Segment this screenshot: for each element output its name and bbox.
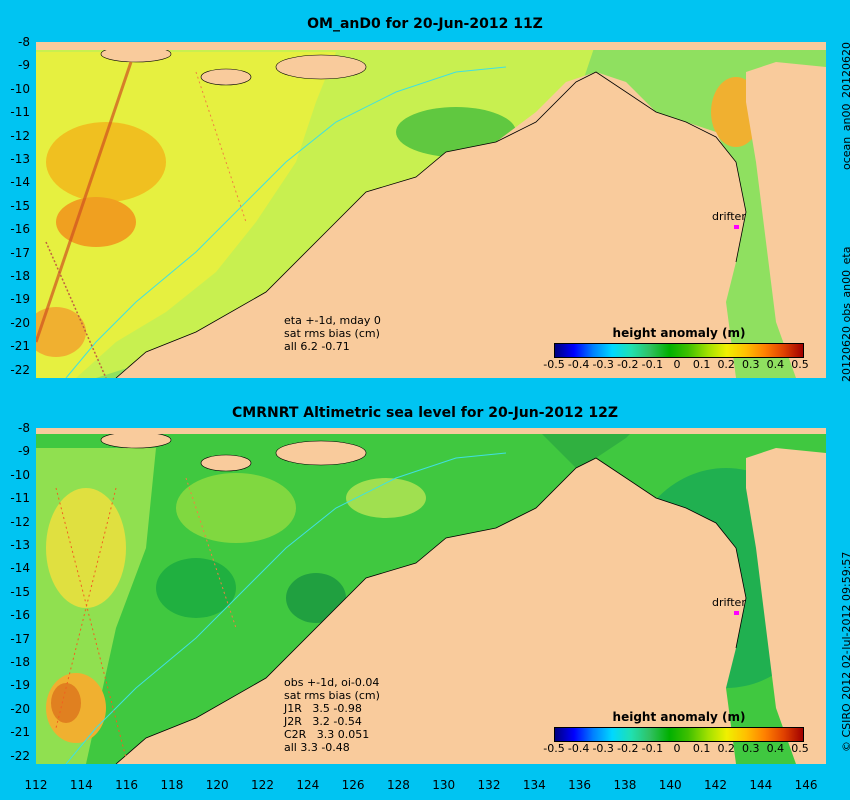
x-tick-label: 138: [613, 778, 637, 792]
colorbar-tick-label: -0.5: [543, 358, 565, 371]
y-tick-label: -19: [10, 292, 30, 307]
colorbar-tick-label: 0.3: [742, 742, 760, 755]
x-tick-label: 112: [24, 778, 48, 792]
colorbar-tick-label: -0.1: [641, 742, 664, 755]
y-tick-label: -11: [10, 491, 30, 506]
y-tick-label: -8: [18, 421, 30, 435]
panel1-title: OM_anD0 for 20-Jun-2012 11Z: [307, 16, 543, 32]
x-tick-label: 114: [69, 778, 93, 792]
y-tick-label: -19: [10, 678, 30, 693]
x-tick-label: 146: [794, 778, 818, 792]
panel1-side-label: 20120620 obs_an00_eta: [840, 246, 850, 382]
panel2-side-label: © CSIRO 2012 02-Jul-2012 09:59:57: [840, 551, 850, 752]
colorbar-tick-label: -0.3: [592, 742, 614, 755]
y-tick-label: -22: [10, 362, 30, 377]
y-tick-label: -14: [10, 561, 30, 576]
x-tick-label: 134: [522, 778, 546, 792]
x-tick-label: 130: [432, 778, 456, 792]
y-tick-label: -12: [10, 128, 30, 143]
colorbar-tick-label: 0.1: [692, 742, 711, 755]
colorbar-tick-label: -0.1: [641, 358, 664, 371]
y-tick-label: -11: [10, 105, 30, 120]
colorbar-tick-label: 0.5: [791, 742, 809, 755]
y-tick-label: -13: [10, 152, 30, 166]
colorbar-tick-label: 0.4: [766, 358, 785, 371]
panel1-drifter-marker: [734, 225, 739, 229]
panel1-note: eta +-1d, mday 0 sat rms bias (cm) all 6…: [284, 314, 381, 353]
y-tick-label: -21: [10, 725, 30, 740]
colorbar-tick-label: 0.3: [742, 358, 760, 371]
y-tick-label: -20: [10, 701, 30, 716]
colorbar-tick-label: -0.2: [617, 358, 639, 371]
x-tick-label: 142: [704, 778, 727, 792]
colorbar-tick-label: 0: [673, 742, 681, 755]
y-tick-label: -10: [10, 81, 30, 96]
y-tick-label: -10: [10, 467, 30, 482]
y-tick-label: -15: [10, 198, 30, 213]
colorbar-tick-label: -0.5: [543, 742, 565, 755]
colorbar-tick-label: -0.2: [617, 742, 639, 755]
colorbar-tick-label: 0.2: [717, 358, 735, 371]
y-tick-label: -8: [18, 35, 30, 49]
y-tick-label: -9: [18, 58, 30, 73]
colorbar-tick-label: 0: [673, 358, 681, 371]
x-tick-label: 116: [115, 778, 139, 792]
x-tick-label: 140: [658, 778, 682, 792]
y-tick-label: -15: [10, 584, 30, 599]
panel1-map: [36, 42, 826, 378]
colorbar-tick-label: 0.1: [692, 358, 711, 371]
x-tick-label: 122: [251, 778, 274, 792]
y-tick-label: -17: [10, 631, 30, 646]
panel1-side-label-top: ocean_an00_20120620: [840, 42, 850, 170]
panel2-map: [36, 428, 826, 764]
panel1-colorbar-title: height anomaly (m): [612, 326, 746, 340]
x-tick-label: 120: [205, 778, 229, 792]
x-tick-label: 132: [477, 778, 501, 792]
panel2-colorbar: [554, 727, 804, 742]
panel2-colorbar-title: height anomaly (m): [612, 710, 746, 724]
colorbar-tick-label: -0.4: [567, 358, 590, 371]
y-tick-label: -22: [10, 748, 30, 763]
colorbar-tick-label: 0.2: [717, 742, 735, 755]
colorbar-tick-label: 0.5: [791, 358, 809, 371]
panel2-title: CMRNRT Altimetric sea level for 20-Jun-2…: [232, 405, 618, 421]
y-tick-label: -12: [10, 514, 30, 529]
panel2-drifter-label: drifter: [712, 596, 746, 609]
panel2-drifter-marker: [734, 611, 739, 615]
colorbar-tick-label: 0.4: [766, 742, 785, 755]
y-tick-label: -21: [10, 339, 30, 354]
y-tick-label: -14: [10, 175, 30, 190]
y-tick-label: -18: [10, 655, 30, 669]
y-tick-label: -13: [10, 538, 30, 552]
y-tick-label: -16: [10, 222, 30, 237]
y-tick-label: -9: [18, 444, 30, 459]
x-tick-label: 126: [341, 778, 365, 792]
x-tick-label: 144: [749, 778, 773, 792]
colorbar-tick-label: -0.3: [592, 358, 614, 371]
panel1-drifter-label: drifter: [712, 210, 746, 223]
colorbar-tick-label: -0.4: [567, 742, 590, 755]
x-tick-label: 128: [386, 778, 410, 792]
y-tick-label: -16: [10, 608, 30, 623]
x-tick-label: 136: [568, 778, 592, 792]
panel1-colorbar: [554, 343, 804, 358]
y-tick-label: -20: [10, 315, 30, 330]
y-tick-label: -17: [10, 245, 30, 260]
x-tick-label: 118: [160, 778, 184, 792]
x-tick-label: 124: [296, 778, 320, 792]
y-tick-label: -18: [10, 269, 30, 283]
panel2-note: obs +-1d, oi-0.04 sat rms bias (cm) J1R …: [284, 676, 380, 754]
